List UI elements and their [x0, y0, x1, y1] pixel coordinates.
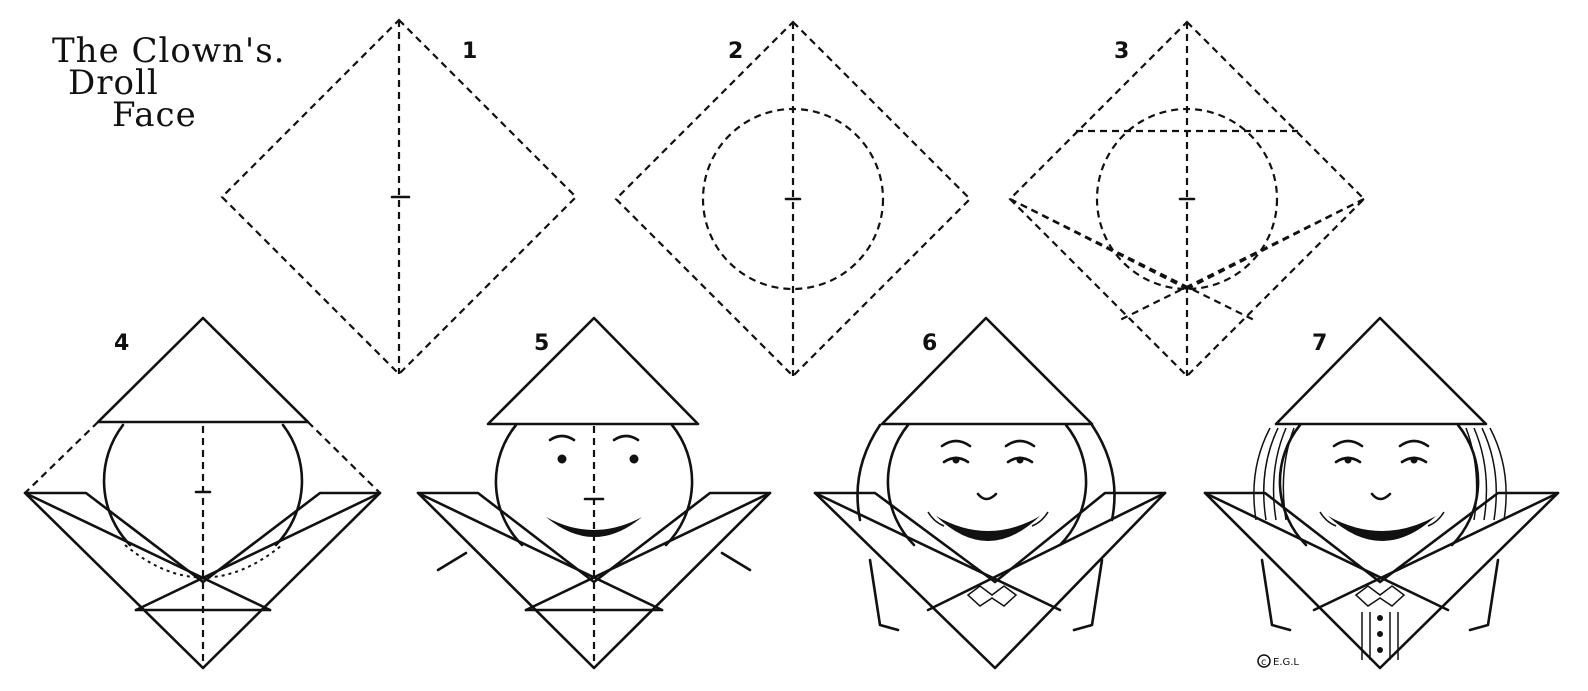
hair-right [1090, 423, 1116, 522]
copyright-icon [1257, 654, 1271, 668]
artist-credit: E.G.L [1273, 657, 1299, 668]
collar-fold-left [23, 491, 272, 612]
step-1: 1 [220, 18, 578, 376]
collar-guide-right-low [1119, 198, 1365, 321]
step-number-1: 1 [462, 39, 477, 64]
face-outline [886, 423, 1088, 547]
bow-tie [966, 585, 1018, 607]
nose [976, 492, 998, 501]
collar-fold-right [926, 491, 1167, 612]
collar-fold-right [1312, 491, 1560, 612]
right-eyebrow [1398, 439, 1430, 448]
step-5: 5 [416, 316, 772, 670]
right-eye [629, 454, 639, 464]
shirt-front [1361, 612, 1399, 660]
collar-fold-right [134, 491, 382, 612]
collar [813, 491, 1167, 670]
svg-text:c: c [1261, 657, 1267, 668]
right-shoulder [720, 551, 752, 572]
left-sleeve [1260, 558, 1292, 632]
clown-hat [1274, 316, 1488, 426]
left-eye [557, 454, 567, 464]
head-circle [1095, 107, 1279, 291]
smile [546, 517, 642, 537]
collar-fold-left [813, 491, 1062, 612]
clown-hat [880, 316, 1094, 426]
step-2: 2 [614, 20, 972, 378]
left-eyebrow [548, 434, 576, 442]
right-eyebrow [1004, 439, 1036, 448]
guide-square [220, 18, 578, 376]
right-eyebrow [612, 434, 640, 442]
step-number-3: 3 [1114, 39, 1129, 64]
hair-left [856, 423, 882, 522]
collar-fold-right [524, 491, 772, 612]
step-number-7: 7 [1312, 331, 1327, 356]
guide-square [614, 20, 972, 378]
step-4: 4 [23, 316, 382, 670]
title-line-1: The Clown's. [52, 31, 285, 71]
step-number-4: 4 [114, 331, 129, 356]
left-shoulder [436, 551, 468, 572]
step-number-2: 2 [728, 39, 743, 64]
collar-fold-left [416, 491, 664, 612]
clown-hat [96, 316, 310, 424]
collar [23, 491, 382, 670]
right-sleeve [1468, 558, 1500, 632]
right-sleeve [1072, 558, 1104, 632]
right-pupil [1410, 456, 1418, 464]
face-outline [1278, 423, 1480, 547]
step-number-6: 6 [922, 331, 937, 356]
step-3: 3 [1008, 20, 1366, 378]
guide-square-right [307, 421, 381, 494]
credit-mark: c E.G.L [1257, 654, 1299, 668]
left-eyebrow [1332, 439, 1364, 448]
title-line-2: Droll [68, 63, 159, 103]
face-outline [494, 423, 694, 547]
left-sleeve [868, 558, 900, 632]
left-pupil [1344, 456, 1352, 464]
step-number-5: 5 [534, 331, 549, 356]
smile [936, 516, 1040, 541]
smile-lines [927, 511, 1049, 527]
head-circle [701, 107, 885, 291]
left-eyebrow [940, 439, 972, 448]
step-6: 6 [813, 316, 1167, 670]
diagram-title: The Clown's. Droll Face [52, 31, 285, 135]
clown-hat [486, 316, 700, 426]
step-7: 7 [1203, 316, 1560, 670]
collar [416, 491, 772, 670]
smile-lines [1319, 511, 1445, 527]
face-left [102, 423, 132, 547]
bow-tie [1354, 585, 1406, 607]
collar [1203, 491, 1560, 670]
right-pupil [1016, 456, 1024, 464]
face-right [274, 423, 304, 547]
title-line-3: Face [112, 95, 197, 135]
guide-square [1008, 20, 1366, 378]
left-pupil [952, 456, 960, 464]
collar-guide-left-low [1009, 198, 1255, 321]
nose [1370, 492, 1392, 501]
collar-fold-left [1203, 491, 1450, 612]
guide-square-left [24, 421, 99, 494]
smile [1328, 516, 1436, 541]
